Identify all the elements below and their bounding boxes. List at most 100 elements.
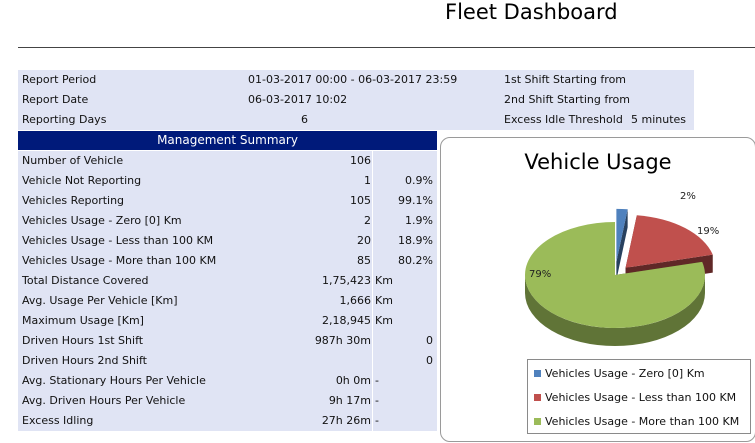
column-divider — [372, 231, 373, 251]
pie-slice-1 — [625, 215, 713, 268]
summary-percent: 0 — [426, 354, 433, 367]
legend-label: Vehicles Usage - Zero [0] Km — [545, 367, 705, 380]
summary-row: Avg. Stationary Hours Per Vehicle 0h 0m - — [18, 371, 437, 391]
summary-row: Driven Hours 1st Shift 987h 30m 0 — [18, 331, 437, 351]
pie-slice-wall — [616, 209, 628, 280]
legend-swatch — [534, 418, 541, 425]
info-label-2: 1st Shift Starting from — [504, 73, 627, 86]
column-divider — [372, 251, 373, 271]
pie-slice-2 — [525, 222, 705, 328]
pie-data-label: 79% — [529, 269, 551, 280]
summary-unit: Km — [375, 274, 393, 287]
column-divider — [372, 371, 373, 391]
info-label-2: Excess Idle Threshold — [504, 113, 623, 126]
column-divider — [372, 211, 373, 231]
summary-label: Vehicles Usage - More than 100 KM — [22, 254, 217, 267]
pie-slice-side — [525, 275, 705, 346]
summary-row: Avg. Driven Hours Per Vehicle 9h 17m - — [18, 391, 437, 411]
column-divider — [372, 271, 373, 291]
info-value: 06-03-2017 10:02 — [248, 93, 348, 106]
summary-label: Driven Hours 2nd Shift — [22, 354, 147, 367]
summary-label: Avg. Usage Per Vehicle [Km] — [22, 294, 178, 307]
info-value-2: 5 minutes — [631, 113, 687, 126]
summary-label: Avg. Driven Hours Per Vehicle — [22, 394, 186, 407]
legend-label: Vehicles Usage - Less than 100 KM — [545, 391, 737, 404]
info-value: 01-03-2017 00:00 - 06-03-2017 23:59 — [248, 73, 458, 86]
column-divider — [372, 191, 373, 211]
legend-swatch — [534, 370, 541, 377]
summary-unit: Km — [375, 294, 393, 307]
management-summary-table: Number of Vehicle 106 Vehicle Not Reportin… — [18, 151, 437, 431]
summary-label: Driven Hours 1st Shift — [22, 334, 144, 347]
info-label: Report Period — [22, 73, 97, 86]
column-divider — [372, 351, 373, 371]
legend-item: Vehicles Usage - Zero [0] Km — [534, 367, 705, 380]
column-divider — [372, 391, 373, 411]
legend-item: Vehicles Usage - Less than 100 KM — [534, 391, 736, 404]
summary-label: Excess Idling — [22, 414, 94, 427]
summary-row: Avg. Usage Per Vehicle [Km] 1,666 Km — [18, 291, 437, 311]
summary-unit: Km — [375, 314, 393, 327]
info-label: Report Date — [22, 93, 89, 106]
summary-row: Total Distance Covered 1,75,423 Km — [18, 271, 437, 291]
column-divider — [372, 411, 373, 431]
summary-row: Vehicle Not Reporting 1 0.9% — [18, 171, 437, 191]
summary-value: 1 — [364, 174, 371, 187]
legend-label: Vehicles Usage - More than 100 KM — [545, 415, 740, 428]
summary-percent: 80.2% — [398, 254, 433, 267]
summary-percent: 99.1% — [398, 194, 433, 207]
summary-value: 2 — [364, 214, 371, 227]
column-divider — [372, 291, 373, 311]
summary-label: Number of Vehicle — [22, 154, 124, 167]
summary-value: 1,666 — [339, 294, 372, 307]
title-divider — [18, 47, 755, 48]
column-divider — [372, 311, 373, 331]
summary-value: 20 — [357, 234, 371, 247]
summary-value: 106 — [350, 154, 371, 167]
summary-row: Driven Hours 2nd Shift 0 — [18, 351, 437, 371]
summary-unit: - — [375, 374, 379, 387]
summary-label: Total Distance Covered — [22, 274, 149, 287]
summary-label: Vehicles Usage - Less than 100 KM — [22, 234, 214, 247]
summary-value: 0h 0m — [335, 374, 371, 387]
summary-row: Maximum Usage [Km] 2,18,945 Km — [18, 311, 437, 331]
summary-percent: 1.9% — [405, 214, 433, 227]
pie-slices — [525, 208, 713, 346]
summary-label: Avg. Stationary Hours Per Vehicle — [22, 374, 206, 387]
chart-title: Vehicle Usage — [524, 150, 672, 174]
info-label-2: 2nd Shift Starting from — [504, 93, 630, 106]
summary-row: Vehicles Usage - More than 100 KM 85 80.2% — [18, 251, 437, 271]
vehicle-usage-chart: Vehicle Usage 2% 19% 79% Vehicles Usage - … — [440, 137, 755, 442]
pie-data-label: 2% — [680, 191, 696, 202]
summary-label: Vehicle Not Reporting — [22, 174, 142, 187]
summary-label: Maximum Usage [Km] — [22, 314, 144, 327]
summary-value: 2,18,945 — [322, 314, 371, 327]
info-row-report-date: Report Date 06-03-2017 10:02 2nd Shift S… — [18, 90, 694, 110]
info-row-report-period: Report Period 01-03-2017 00:00 - 06-03-2… — [18, 70, 694, 90]
summary-value: 105 — [350, 194, 371, 207]
page-title: Fleet Dashboard — [445, 0, 618, 24]
summary-percent: 18.9% — [398, 234, 433, 247]
chart-legend: Vehicles Usage - Zero [0] Km Vehicles Usa… — [527, 359, 751, 434]
summary-unit: - — [375, 414, 379, 427]
info-label: Reporting Days — [22, 113, 107, 126]
info-row-reporting-days: Reporting Days 6 Excess Idle Threshold 5… — [18, 110, 694, 130]
column-divider — [372, 151, 373, 171]
summary-value: 987h 30m — [314, 334, 371, 347]
info-value: 6 — [301, 113, 308, 126]
column-divider — [372, 331, 373, 351]
pie-data-label: 19% — [697, 226, 719, 237]
summary-value: 9h 17m — [328, 394, 371, 407]
summary-row: Vehicles Reporting 105 99.1% — [18, 191, 437, 211]
pie-slice-0 — [616, 208, 628, 262]
summary-label: Vehicles Usage - Zero [0] Km — [22, 214, 182, 227]
summary-unit: - — [375, 394, 379, 407]
summary-value: 85 — [357, 254, 371, 267]
column-divider — [372, 171, 373, 191]
management-summary-header: Management Summary — [18, 131, 437, 150]
summary-percent: 0 — [426, 334, 433, 347]
legend-item: Vehicles Usage - More than 100 KM — [534, 415, 739, 428]
report-info-table: Report Period 01-03-2017 00:00 - 06-03-2… — [18, 70, 694, 130]
pie-chart: 2% 19% 79% — [525, 191, 719, 346]
summary-label: Vehicles Reporting — [22, 194, 125, 207]
